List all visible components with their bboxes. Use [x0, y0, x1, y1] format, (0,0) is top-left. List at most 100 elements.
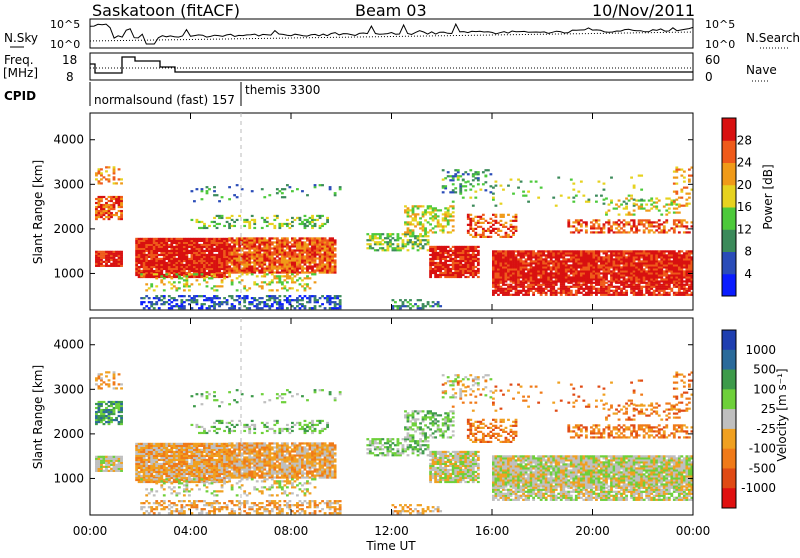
heatmap-cell	[680, 221, 683, 223]
heatmap-cell	[150, 246, 153, 248]
heatmap-cell	[613, 274, 616, 276]
heatmap-cell	[510, 260, 513, 262]
heatmap-cell	[374, 237, 377, 239]
heatmap-cell	[150, 252, 153, 254]
heatmap-cell	[412, 231, 415, 233]
heatmap-cell	[148, 244, 151, 246]
heatmap-cell	[678, 252, 681, 254]
heatmap-cell	[600, 227, 603, 229]
heatmap-cell	[150, 254, 153, 256]
heatmap-cell	[469, 254, 472, 256]
heatmap-cell	[444, 225, 447, 227]
heatmap-cell	[454, 175, 457, 177]
heatmap-cell	[266, 295, 269, 297]
heatmap-cell	[653, 260, 656, 262]
heatmap-cell	[472, 270, 475, 272]
heatmap-cell	[552, 284, 555, 286]
heatmap-cell	[640, 288, 643, 290]
heatmap-cell	[100, 208, 103, 210]
heatmap-cell	[645, 262, 648, 264]
heatmap-cell	[650, 276, 653, 278]
heatmap-cell	[326, 263, 329, 265]
heatmap-cell	[286, 269, 289, 271]
heatmap-cell	[231, 247, 234, 249]
heatmap-cell	[668, 203, 671, 205]
heatmap-cell	[593, 260, 596, 262]
heatmap-cell	[582, 272, 585, 274]
heatmap-cell	[263, 261, 266, 263]
heatmap-cell	[155, 297, 158, 299]
heatmap-cell	[278, 243, 281, 245]
heatmap-cell	[610, 284, 613, 286]
heatmap-cell	[575, 274, 578, 276]
heatmap-cell	[457, 266, 460, 268]
heatmap-cell	[432, 260, 435, 262]
heatmap-cell	[278, 275, 281, 277]
heatmap-cell	[582, 276, 585, 278]
heatmap-cell	[688, 266, 691, 268]
heatmap-cell	[402, 303, 405, 305]
heatmap-cell	[645, 250, 648, 252]
heatmap-cell	[505, 290, 508, 292]
heatmap-cell	[520, 262, 523, 264]
heatmap-cell	[560, 266, 563, 268]
heatmap-cell	[281, 188, 284, 190]
heatmap-cell	[575, 262, 578, 264]
heatmap-cell	[148, 256, 151, 258]
heatmap-cell	[268, 259, 271, 261]
heatmap-cell	[263, 273, 266, 275]
heatmap-cell	[653, 292, 656, 294]
heatmap-cell	[294, 281, 297, 283]
heatmap-cell	[492, 258, 495, 260]
heatmap-cell	[115, 265, 118, 267]
heatmap-cell	[517, 179, 520, 181]
heatmap-cell	[143, 246, 146, 248]
heatmap-cell	[110, 251, 113, 253]
heatmap-cell	[495, 276, 498, 278]
heatmap-cell	[188, 276, 191, 278]
heatmap-cell	[306, 245, 309, 247]
heatmap-cell	[198, 260, 201, 262]
heatmap-cell	[185, 264, 188, 266]
heatmap-cell	[304, 295, 307, 297]
heatmap-cell	[216, 266, 219, 268]
heatmap-cell	[653, 282, 656, 284]
heatmap-cell	[552, 197, 555, 199]
heatmap-cell	[492, 230, 495, 232]
heatmap-cell	[118, 168, 121, 170]
heatmap-cell	[585, 252, 588, 254]
heatmap-cell	[502, 266, 505, 268]
heatmap-cell	[520, 250, 523, 252]
heatmap-cell	[675, 286, 678, 288]
heatmap-cell	[605, 266, 608, 268]
heatmap-cell	[605, 221, 608, 223]
heatmap-cell	[188, 262, 191, 264]
heatmap-cell	[163, 260, 166, 262]
heatmap-cell	[444, 276, 447, 278]
heatmap-cell	[236, 261, 239, 263]
heatmap-cell	[135, 256, 138, 258]
heatmap-cell	[105, 263, 108, 265]
heatmap-cell	[620, 254, 623, 256]
heatmap-cell	[163, 301, 166, 303]
heatmap-cell	[505, 226, 508, 228]
heatmap-cell	[469, 224, 472, 226]
heatmap-cell	[314, 263, 317, 265]
heatmap-cell	[467, 181, 470, 183]
heatmap-cell	[449, 250, 452, 252]
heatmap-cell	[560, 252, 563, 254]
heatmap-cell	[339, 307, 342, 309]
heatmap-cell	[283, 287, 286, 289]
heatmap-cell	[206, 254, 209, 256]
heatmap-cell	[633, 288, 636, 290]
heatmap-cell	[316, 253, 319, 255]
heatmap-cell	[301, 251, 304, 253]
heatmap-cell	[173, 262, 176, 264]
heatmap-cell	[138, 258, 141, 260]
heatmap-cell	[140, 266, 143, 268]
heatmap-cell	[256, 249, 259, 251]
heatmap-cell	[143, 260, 146, 262]
heatmap-cell	[98, 265, 101, 267]
heatmap-cell	[203, 303, 206, 305]
heatmap-cell	[218, 285, 221, 287]
